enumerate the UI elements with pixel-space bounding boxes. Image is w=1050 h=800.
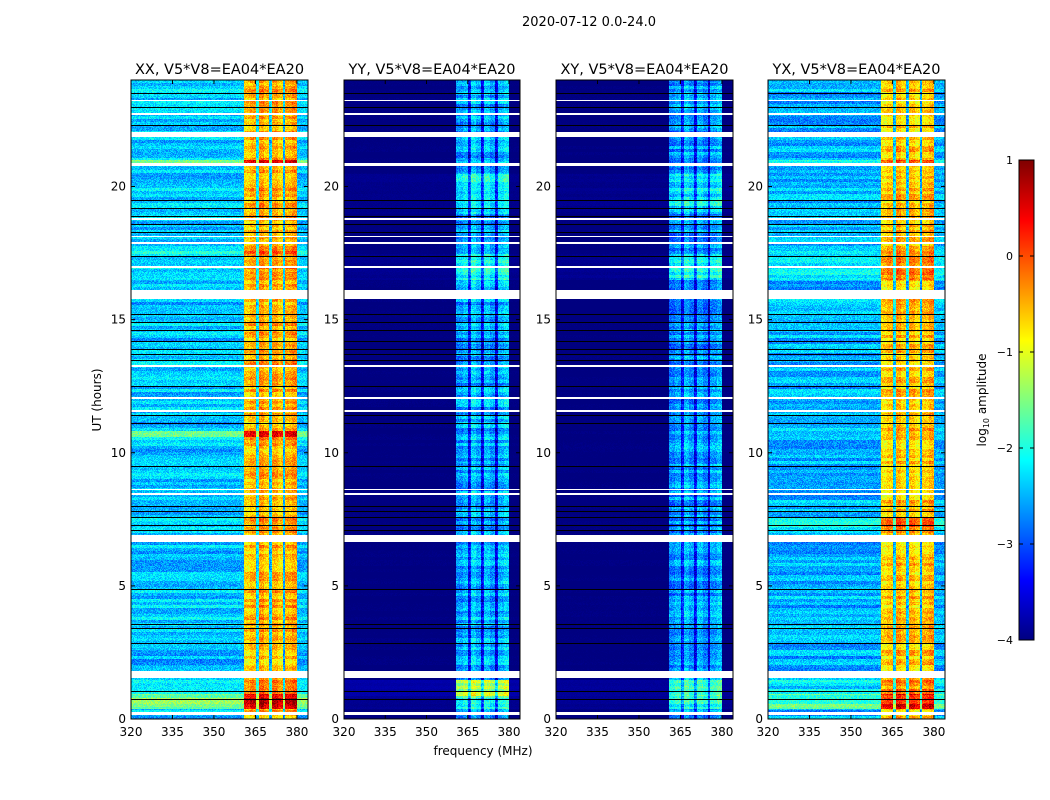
x-tick-label: 380	[710, 725, 733, 739]
panel-title: YY, V5*V8=EA04*EA20	[348, 62, 516, 78]
y-tick-label: 5	[118, 579, 126, 593]
x-tick-label: 380	[285, 725, 308, 739]
x-tick-label: 335	[374, 725, 397, 739]
heatmap-yx	[768, 80, 945, 719]
y-tick-label: 20	[324, 180, 339, 194]
x-tick-label: 350	[840, 725, 863, 739]
y-tick-label: 20	[748, 180, 763, 194]
figure-title: 2020-07-12 0.0-24.0	[522, 15, 656, 30]
y-tick-label: 15	[111, 313, 126, 327]
colorbar-gradient	[1019, 160, 1034, 640]
y-tick-label: 0	[543, 712, 551, 726]
y-tick-label: 10	[324, 446, 339, 460]
colorbar-tick-label: −3	[997, 538, 1013, 551]
y-tick-label: 10	[536, 446, 551, 460]
panel-frame	[767, 79, 946, 720]
colorbar-tick-label: −4	[997, 634, 1013, 647]
x-tick-label: 320	[545, 725, 568, 739]
colorbar-tick-label: 1	[1006, 154, 1013, 167]
x-tick-label: 380	[922, 725, 945, 739]
y-tick-label: 20	[536, 180, 551, 194]
y-axis-label: UT (hours)	[90, 368, 104, 431]
y-tick-label: 15	[748, 313, 763, 327]
y-tick-label: 0	[755, 712, 763, 726]
y-tick-label: 0	[118, 712, 126, 726]
x-tick-label: 365	[244, 725, 267, 739]
heatmap-xy	[556, 80, 733, 719]
colorbar-tick-label: −1	[997, 346, 1013, 359]
panel-title: YX, V5*V8=EA04*EA20	[771, 62, 940, 78]
colorbar-label: log10 amplitude	[975, 354, 991, 447]
panel-frame	[130, 79, 309, 720]
x-tick-label: 320	[757, 725, 780, 739]
x-tick-label: 350	[203, 725, 226, 739]
colorbar-frame	[1018, 159, 1035, 641]
x-axis-label: frequency (MHz)	[433, 744, 532, 758]
x-tick-label: 320	[120, 725, 143, 739]
x-tick-label: 380	[498, 725, 521, 739]
y-tick-label: 5	[755, 579, 763, 593]
y-tick-label: 5	[543, 579, 551, 593]
x-tick-label: 365	[881, 725, 904, 739]
panel-frame	[343, 79, 521, 720]
x-tick-label: 335	[161, 725, 184, 739]
panel-title: XY, V5*V8=EA04*EA20	[560, 62, 728, 78]
y-tick-label: 15	[324, 313, 339, 327]
x-tick-label: 320	[333, 725, 356, 739]
x-tick-label: 350	[628, 725, 651, 739]
y-tick-label: 10	[748, 446, 763, 460]
x-tick-label: 350	[415, 725, 438, 739]
y-tick-label: 20	[111, 180, 126, 194]
x-tick-label: 335	[586, 725, 609, 739]
y-tick-label: 0	[331, 712, 339, 726]
colorbar-tick-label: 0	[1006, 250, 1013, 263]
x-tick-label: 365	[456, 725, 479, 739]
heatmap-yy	[344, 80, 520, 719]
x-tick-label: 335	[798, 725, 821, 739]
panel-frame	[555, 79, 734, 720]
y-tick-label: 15	[536, 313, 551, 327]
x-tick-label: 365	[669, 725, 692, 739]
panel-title: XX, V5*V8=EA04*EA20	[135, 62, 304, 78]
heatmap-xx	[131, 80, 308, 719]
y-tick-label: 5	[331, 579, 339, 593]
y-tick-label: 10	[111, 446, 126, 460]
colorbar-tick-label: −2	[997, 442, 1013, 455]
